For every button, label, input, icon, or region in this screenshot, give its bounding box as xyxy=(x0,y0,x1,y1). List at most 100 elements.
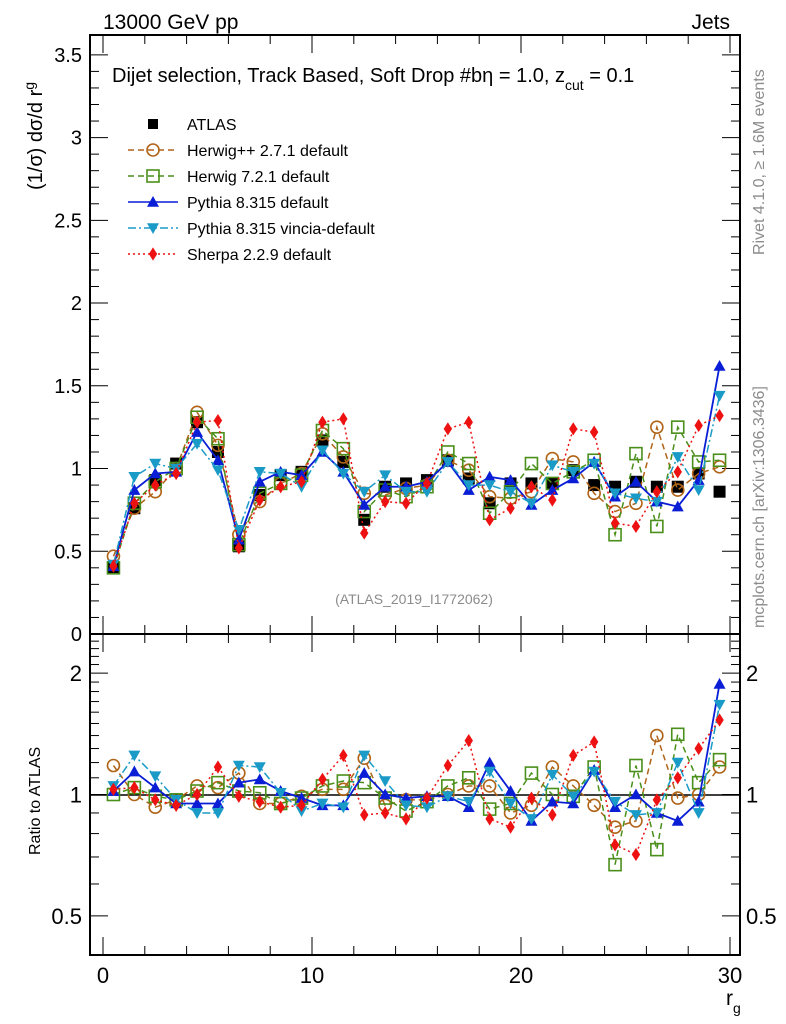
main-data-point xyxy=(213,413,223,428)
ratio-data-point xyxy=(441,791,454,803)
main-series-line xyxy=(112,415,720,569)
ratio-data-point xyxy=(422,791,432,805)
legend-label: Sherpa 2.2.9 default xyxy=(187,247,332,264)
legend-item: Pythia 8.315 vincia-default xyxy=(128,221,375,238)
main-data-point xyxy=(629,493,642,505)
ratio-data-point xyxy=(524,766,539,780)
ratio-data-point xyxy=(464,734,473,748)
ratio-data-point xyxy=(255,795,264,809)
ratio-data-point xyxy=(191,808,204,819)
main-data-point xyxy=(191,426,204,437)
main-data-point xyxy=(525,498,538,510)
ratio-y-tick-label: 2 xyxy=(70,661,82,686)
main-data-point xyxy=(401,496,411,510)
ratio-data-point xyxy=(253,762,266,773)
ratio-data-point xyxy=(482,779,497,793)
main-data-point xyxy=(128,472,141,483)
ratio-data-point xyxy=(297,798,306,812)
main-data-point xyxy=(713,359,726,371)
main-data-point xyxy=(629,475,642,487)
ratio-data-point xyxy=(358,767,371,778)
main-data-point xyxy=(610,516,620,530)
ratio-data-point xyxy=(694,741,703,756)
ratio-data-point xyxy=(149,781,162,793)
main-data-point xyxy=(295,469,308,480)
ratio-data-point xyxy=(420,802,433,814)
main-data-point xyxy=(379,480,392,492)
ratio-data-point xyxy=(715,713,724,727)
ratio-data-point xyxy=(192,787,202,802)
main-data-point xyxy=(380,495,390,509)
rivet-label: Rivet 4.1.0, ≥ 1.6M events xyxy=(751,69,768,255)
ratio-series-1 xyxy=(106,727,727,872)
ratio-data-point xyxy=(211,775,225,790)
y-tick-label: 1.5 xyxy=(54,376,82,398)
ratio-data-point xyxy=(629,788,642,800)
main-data-point xyxy=(211,431,225,446)
ratio-data-point xyxy=(379,776,392,788)
main-data-point xyxy=(211,454,224,466)
ratio-data-point xyxy=(525,814,538,825)
legend-marker xyxy=(147,196,159,207)
main-data-point xyxy=(443,422,453,436)
ratio-data-point xyxy=(339,748,348,763)
ratio-data-point xyxy=(631,847,641,862)
ratio-data-point xyxy=(128,765,141,777)
ratio-data-point xyxy=(608,857,622,872)
main-data-point xyxy=(149,467,162,479)
legend-marker xyxy=(148,119,158,129)
ratio-data-point xyxy=(548,808,557,822)
main-data-point xyxy=(588,458,601,470)
ratio-y-tick-label: 1 xyxy=(70,783,82,808)
ratio-data-point xyxy=(360,808,369,822)
main-data-point xyxy=(650,496,663,508)
legend-label: ATLAS xyxy=(187,117,237,134)
y-tick-label: 2 xyxy=(71,293,82,315)
legend-item: Herwig 7.2.1 default xyxy=(128,169,330,186)
main-data-point xyxy=(589,425,599,439)
main-data-point xyxy=(713,390,726,402)
main-data-point xyxy=(546,484,559,495)
ratio-y-tick-label-right: 1 xyxy=(746,783,758,808)
main-data-point xyxy=(670,483,685,497)
main-data-point xyxy=(253,467,266,478)
ratio-series-4 xyxy=(109,713,724,862)
main-series-line xyxy=(112,365,721,567)
main-data-point xyxy=(504,486,517,498)
main-data-point xyxy=(211,465,224,477)
main-data-point xyxy=(297,475,306,489)
legend-item: Herwig++ 2.7.1 default xyxy=(128,143,349,160)
legend-marker xyxy=(148,247,158,261)
y-tick-label: 1 xyxy=(71,459,82,481)
main-data-point xyxy=(422,476,432,491)
y-tick-label: 2.5 xyxy=(54,210,82,232)
ratio-data-point xyxy=(379,788,392,800)
ratio-data-point xyxy=(234,789,244,803)
main-data-point xyxy=(151,478,160,492)
ratio-series-line xyxy=(112,732,721,828)
ratio-data-point xyxy=(462,796,475,808)
main-data-point xyxy=(609,488,622,500)
main-data-point xyxy=(192,415,202,429)
main-data-point xyxy=(485,513,494,527)
y-tick-label: 3.5 xyxy=(54,45,82,67)
ratio-data-point xyxy=(401,812,411,826)
ratio-data-point xyxy=(610,838,620,852)
ratio-data-point xyxy=(527,791,536,805)
ratio-data-point xyxy=(316,798,329,810)
ratio-series-2 xyxy=(107,677,726,826)
ratio-data-point xyxy=(253,773,266,785)
ratio-data-point xyxy=(650,728,664,743)
main-data-point xyxy=(232,524,245,536)
ratio-data-point xyxy=(171,798,181,812)
ratio-ticks: 0.5 0.51 12 20 10 20 30 xyxy=(51,634,777,988)
ratio-ylabel: Ratio to ATLAS xyxy=(27,747,44,855)
ratio-data-point xyxy=(629,758,643,773)
x-axis-label: rg xyxy=(726,987,741,1016)
ratio-data-point xyxy=(336,782,351,797)
main-data-point xyxy=(337,468,350,480)
mcplots-label: mcplots.cern.ch [arXiv:1306.3436] xyxy=(751,386,768,628)
main-data-point xyxy=(673,465,682,479)
ratio-series-3 xyxy=(107,699,726,825)
